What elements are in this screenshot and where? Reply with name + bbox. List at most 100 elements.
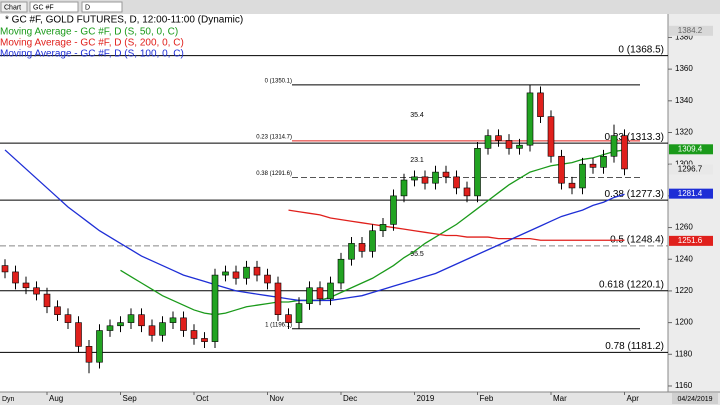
- candle-body: [306, 287, 313, 304]
- y-tick-label: 1200: [675, 318, 693, 327]
- price-tag: [669, 188, 713, 199]
- fib-label: 0.38 (1291.6): [256, 171, 292, 177]
- fib-label: 0.5 (1248.4): [610, 235, 664, 246]
- candle-body: [222, 271, 229, 276]
- candle-body: [75, 322, 82, 347]
- candle-body: [379, 224, 387, 232]
- annotation: 23.1: [410, 157, 424, 164]
- date-box: [672, 393, 718, 404]
- fib-label: 0.78 (1181.2): [605, 341, 664, 352]
- corner-label: Dyn: [2, 396, 15, 403]
- candle-body: [43, 293, 51, 308]
- fib-label: 0.23 (1314.7): [256, 134, 292, 140]
- candle-body: [442, 171, 450, 178]
- candle-body: [568, 182, 576, 189]
- y-tick-label: 1340: [675, 96, 693, 105]
- candle-body: [64, 314, 72, 323]
- candle-body: [484, 135, 492, 149]
- candle-body: [463, 187, 471, 197]
- candle-body: [316, 287, 324, 300]
- candle-body: [547, 116, 555, 157]
- candle-body: [96, 330, 103, 363]
- candle-body: [211, 274, 219, 342]
- candle-body: [33, 287, 40, 295]
- candle-body: [400, 179, 408, 197]
- y-tick-label: 1300: [675, 159, 693, 168]
- fib-label: 0.23 (1313.3): [605, 132, 665, 143]
- candle-body: [453, 176, 460, 189]
- x-tick-label: 2019: [417, 394, 435, 403]
- candle-body: [358, 243, 366, 252]
- candle-body: [285, 314, 292, 323]
- candle-body: [327, 282, 334, 300]
- x-tick-label: Sep: [123, 394, 138, 403]
- candle-body: [348, 243, 355, 260]
- fib-label: 0.618 (1220.1): [599, 279, 664, 290]
- moving-average-line: [288, 209, 625, 241]
- price-tag-label: 1384.2: [678, 26, 703, 35]
- moving-average-line: [120, 149, 625, 316]
- price-tag-label: 1281.4: [678, 189, 703, 198]
- candle-body: [243, 266, 250, 279]
- candle-body: [474, 148, 481, 197]
- price-tag: [669, 144, 713, 155]
- x-tick-label: Apr: [627, 394, 640, 403]
- candle-body: [337, 258, 345, 284]
- candle-body: [201, 338, 208, 342]
- candle-body: [295, 303, 303, 323]
- interval-label: D: [85, 4, 90, 11]
- candle-body: [600, 155, 607, 168]
- y-tick-label: 1260: [675, 223, 693, 232]
- x-tick-label: Dec: [343, 394, 357, 403]
- candle-body: [505, 140, 513, 149]
- moving-average-line: [4, 149, 625, 302]
- candle-body: [180, 317, 187, 331]
- symbol-label: GC #F: [33, 4, 54, 11]
- y-tick-label: 1380: [675, 33, 693, 42]
- y-tick-label: 1320: [675, 128, 693, 137]
- candle-body: [369, 230, 376, 252]
- candle-body: [537, 92, 544, 117]
- candle-body: [558, 155, 565, 184]
- price-axis: [668, 14, 720, 392]
- candle-body: [159, 322, 166, 336]
- candle-body: [138, 314, 145, 327]
- toolbar: [0, 0, 720, 14]
- time-axis: [0, 392, 720, 405]
- candle-body: [190, 330, 198, 339]
- y-tick-label: 1180: [675, 349, 693, 358]
- legend-entry: Moving Average - GC #F, D (S, 100, 0, C): [0, 49, 184, 60]
- date-label: 04/24/2019: [677, 396, 712, 403]
- candle-body: [589, 163, 597, 168]
- x-tick-label: Oct: [196, 394, 209, 403]
- legend-entry: Moving Average - GC #F, D (S, 200, 0, C): [0, 38, 184, 49]
- price-tag-label: 1309.4: [678, 144, 703, 153]
- price-tag: [669, 164, 713, 175]
- candle-body: [610, 135, 618, 157]
- x-tick-label: Mar: [553, 394, 567, 403]
- candle-body: [253, 266, 261, 276]
- candle-body: [148, 325, 156, 336]
- candle-body: [106, 325, 114, 331]
- y-tick-label: 1220: [675, 286, 693, 295]
- candle-body: [117, 322, 124, 327]
- tab-label: Chart: [4, 4, 21, 11]
- chart-title: * GC #F, GOLD FUTURES, D, 12:00-11:00 (D…: [5, 15, 243, 26]
- candle-body: [390, 195, 397, 225]
- candle-body: [1, 265, 9, 273]
- symbol-box[interactable]: [29, 1, 79, 13]
- tab[interactable]: [0, 1, 28, 13]
- price-tag-label: 1296.7: [678, 165, 703, 174]
- candle-body: [169, 317, 177, 323]
- x-tick-label: Nov: [270, 394, 284, 403]
- candle-body: [526, 92, 534, 146]
- interval-box[interactable]: [81, 1, 123, 13]
- candle-body: [85, 346, 93, 363]
- legend-entry: Moving Average - GC #F, D (S, 50, 0, C): [0, 27, 178, 38]
- y-tick-label: 1360: [675, 64, 693, 73]
- candle-body: [232, 271, 240, 279]
- candle-body: [432, 171, 439, 184]
- candle-body: [264, 274, 271, 284]
- candle-body: [54, 306, 61, 315]
